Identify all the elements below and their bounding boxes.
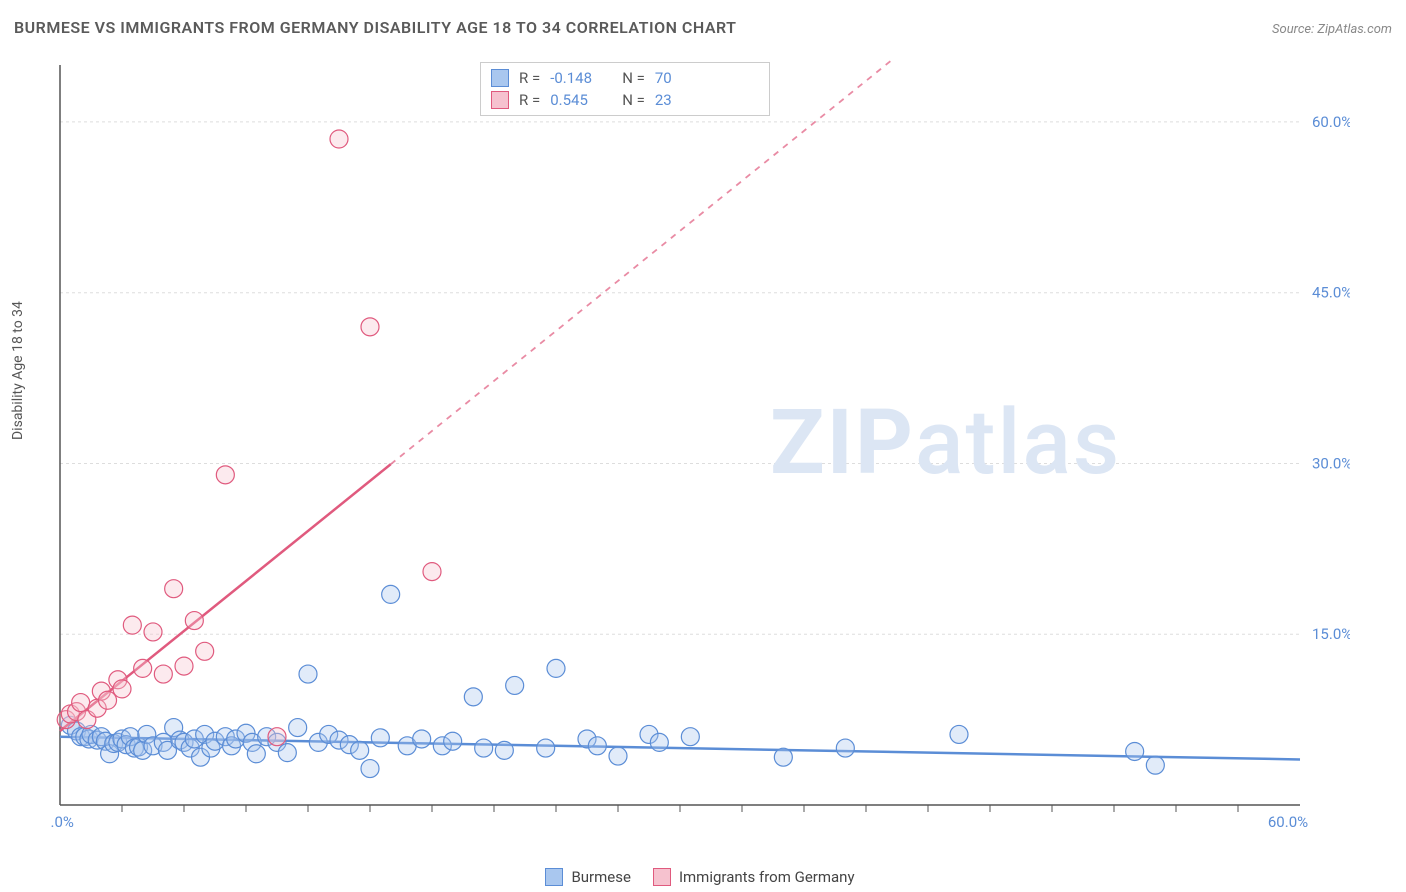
y-tick-label: 15.0% [1312, 625, 1350, 643]
scatter-point [185, 612, 203, 630]
scatter-point [216, 466, 234, 484]
legend-top: R = -0.148 N = 70 R = 0.545 N = 23 [480, 62, 770, 118]
chart-svg: 15.0% 30.0% 45.0% 60.0% 0.0% 60.0% R = -0.148 N … [50, 60, 1350, 830]
scatter-point [537, 739, 555, 757]
legend-swatch [491, 91, 509, 109]
scatter-point [423, 563, 441, 581]
scatter-point [165, 580, 183, 598]
scatter-point [547, 659, 565, 677]
source-label: Source: ZipAtlas.com [1272, 22, 1392, 37]
legend-n-value: 70 [655, 69, 717, 87]
legend-bottom-item: Immigrants from Germany [653, 868, 855, 886]
legend-top-row: R = 0.545 N = 23 [491, 89, 759, 111]
scatter-point [444, 732, 462, 750]
legend-r-label: R = [519, 91, 540, 109]
scatter-point [134, 659, 152, 677]
scatter-point [123, 616, 141, 634]
y-tick-label: 60.0% [1312, 113, 1350, 131]
legend-r-value: -0.148 [550, 69, 612, 87]
chart-title: BURMESE VS IMMIGRANTS FROM GERMANY DISAB… [14, 18, 737, 37]
scatter-point [609, 747, 627, 765]
scatter-point [650, 733, 668, 751]
scatter-point [154, 665, 172, 683]
scatter-point [175, 657, 193, 675]
scatter-point [330, 130, 348, 148]
scatter-point [506, 676, 524, 694]
legend-r-value: 0.545 [550, 91, 612, 109]
scatter-point [413, 730, 431, 748]
legend-bottom-item: Burmese [545, 868, 631, 886]
scatter-point [72, 694, 90, 712]
legend-n-label: N = [622, 91, 645, 109]
trend-line-extrapolated [391, 60, 928, 464]
legend-r-label: R = [519, 69, 540, 87]
scatter-point [361, 760, 379, 778]
y-tick-label: 30.0% [1312, 454, 1350, 472]
plot-area: ZIPatlas 15.0%30.0%45.0%60.0%0.0%60.0%R … [50, 60, 1350, 830]
scatter-point [475, 739, 493, 757]
legend-swatch [491, 69, 509, 87]
x-origin-label: 0.0% [50, 813, 74, 830]
scatter-point [361, 318, 379, 336]
scatter-point [351, 741, 369, 759]
legend-series-label: Immigrants from Germany [679, 868, 855, 886]
legend-series-label: Burmese [571, 868, 631, 886]
scatter-point [382, 585, 400, 603]
x-end-label: 60.0% [1268, 813, 1308, 830]
scatter-point [144, 623, 162, 641]
scatter-point [299, 665, 317, 683]
scatter-point [464, 688, 482, 706]
scatter-point [681, 728, 699, 746]
scatter-point [774, 748, 792, 766]
scatter-point [371, 729, 389, 747]
legend-top-row: R = -0.148 N = 70 [491, 67, 759, 89]
scatter-point [196, 642, 214, 660]
legend-swatch [545, 868, 563, 886]
legend-n-label: N = [622, 69, 645, 87]
scatter-point [99, 691, 117, 709]
title-bar: BURMESE VS IMMIGRANTS FROM GERMANY DISAB… [14, 18, 1392, 37]
scatter-point [588, 737, 606, 755]
scatter-point [950, 725, 968, 743]
legend-bottom: Burmese Immigrants from Germany [50, 868, 1350, 886]
scatter-point [113, 680, 131, 698]
legend-swatch [653, 868, 671, 886]
y-axis-label: Disability Age 18 to 34 [10, 301, 26, 440]
scatter-point [247, 745, 265, 763]
scatter-point [836, 739, 854, 757]
scatter-point [268, 728, 286, 746]
scatter-point [1146, 756, 1164, 774]
scatter-point [289, 719, 307, 737]
scatter-point [278, 744, 296, 762]
legend-n-value: 23 [655, 91, 717, 109]
scatter-point [495, 741, 513, 759]
scatter-point [1126, 742, 1144, 760]
y-tick-label: 45.0% [1312, 284, 1350, 302]
